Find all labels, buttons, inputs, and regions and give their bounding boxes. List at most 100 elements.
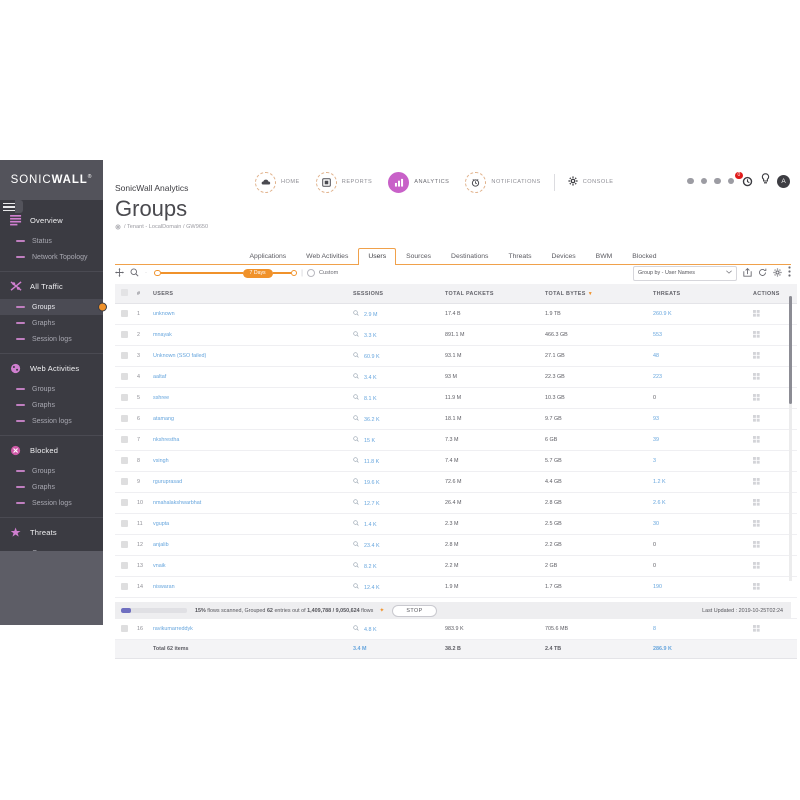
search-icon[interactable] [353,457,359,465]
row-select-cell[interactable] [115,450,137,472]
row-user[interactable]: sshree [153,387,353,409]
search-icon[interactable] [353,583,359,591]
sidebar-subitem-web-session-logs[interactable]: Session logs [0,413,103,429]
row-sessions[interactable]: 2.9 M [353,303,445,325]
tab-web-activities[interactable]: Web Activities [306,253,349,260]
col-threats[interactable]: THREATS [653,284,753,304]
row-threats-value[interactable]: 2.6 K [653,500,666,506]
sidebar-subitem-session-logs[interactable]: Session logs [0,331,103,347]
row-sessions[interactable]: 8.2 K [353,555,445,577]
tab-sources[interactable]: Sources [406,253,432,260]
status-dot-icon[interactable] [687,177,694,185]
row-user[interactable]: unknown [153,303,353,325]
row-user[interactable]: aaltaf [153,366,353,388]
row-actions[interactable] [753,387,797,409]
row-sessions-value[interactable]: 1.4 K [364,522,377,528]
row-user[interactable]: nkshrestha [153,429,353,451]
row-actions[interactable] [753,576,797,598]
row-user-link[interactable]: atamang [153,416,174,422]
row-checkbox[interactable] [121,477,128,485]
sidebar-collapse-handle[interactable] [15,200,23,213]
sidebar-item-overview[interactable]: Overview [0,208,103,233]
row-actions[interactable] [753,492,797,514]
row-sessions-value[interactable]: 23.4 K [364,543,380,549]
tab-blocked[interactable]: Blocked [632,253,657,260]
row-sessions-value[interactable]: 15 K [364,438,376,444]
row-sessions-value[interactable]: 8.1 K [364,396,377,402]
row-user[interactable]: atamang [153,408,353,430]
sidebar-subitem-web-graphs[interactable]: Graphs [0,397,103,413]
row-sessions[interactable]: 11.8 K [353,450,445,472]
search-icon[interactable] [353,625,359,633]
grid-action-icon[interactable] [753,372,760,382]
row-user[interactable]: vgupta [153,513,353,535]
row-sessions[interactable]: 19.6 K [353,471,445,493]
col-total-packets[interactable]: TOTAL PACKETS [445,284,545,304]
row-sessions[interactable]: 36.2 K [353,408,445,430]
table-row[interactable]: 8 vsingh 11.8 K 7.4 M 5.7 GB 3 [115,450,797,472]
row-checkbox[interactable] [121,624,128,632]
time-range-slider[interactable]: 7 Days [154,268,298,278]
nav-reports[interactable]: REPORTS [309,170,379,194]
row-sessions[interactable]: 3.4 K [353,366,445,388]
grid-action-icon[interactable] [753,393,760,403]
row-sessions-value[interactable]: 3.3 K [364,333,377,339]
slider-handle-end[interactable] [290,269,298,277]
row-threats-value[interactable]: 260.9 K [653,311,672,317]
table-row[interactable]: 9 rguruprasad 19.6 K 72.6 M 4.4 GB 1.2 K [115,471,797,493]
row-select-cell[interactable] [115,576,137,598]
table-row[interactable]: 4 aaltaf 3.4 K 93 M 22.3 GB 223 [115,366,797,388]
row-select-cell[interactable] [115,408,137,430]
tab-destinations[interactable]: Destinations [451,253,489,260]
row-threats-value[interactable]: 553 [653,332,662,338]
search-icon[interactable] [353,499,359,507]
search-icon[interactable] [353,310,359,318]
row-checkbox[interactable] [121,414,128,422]
row-sessions[interactable]: 23.4 K [353,534,445,556]
row-threats-value[interactable]: 190 [653,584,662,590]
row-user[interactable]: niswaran [153,576,353,598]
refresh-icon[interactable] [758,264,767,282]
row-sessions-value[interactable]: 60.9 K [364,354,380,360]
export-icon[interactable] [743,264,752,282]
sidebar-item-blocked[interactable]: Blocked [0,438,103,463]
row-threats-value[interactable]: 48 [653,353,659,359]
search-icon[interactable] [353,436,359,444]
col-index[interactable]: # [137,284,153,304]
more-options-icon[interactable] [788,264,791,282]
row-sessions-value[interactable]: 11.8 K [364,459,380,465]
table-row[interactable]: 3 Unknown (SSO failed) 60.9 K 93.1 M 27.1 GB… [115,345,797,367]
row-checkbox[interactable] [121,540,128,548]
row-actions[interactable] [753,555,797,577]
row-checkbox[interactable] [121,435,128,443]
row-user-link[interactable]: aaltaf [153,374,167,380]
row-sessions[interactable]: 12.7 K [353,492,445,514]
row-threats-value[interactable]: 30 [653,521,659,527]
settings-gear-icon[interactable] [773,264,782,282]
sidebar-subitem-status[interactable]: Status [0,233,103,249]
row-select-cell[interactable] [115,429,137,451]
alerts-icon[interactable]: 0 [735,172,754,188]
col-sessions[interactable]: SESSIONS [353,284,445,304]
row-user[interactable]: vsingh [153,450,353,472]
grid-action-icon[interactable] [753,519,760,529]
row-user-link[interactable]: Unknown (SSO failed) [153,353,207,359]
row-user[interactable]: ravikumarreddyk [153,618,353,640]
custom-range-radio[interactable] [306,269,315,277]
grid-action-icon[interactable] [753,477,760,487]
grid-action-icon[interactable] [753,309,760,319]
grid-action-icon[interactable] [753,582,760,592]
row-sessions-value[interactable]: 12.7 K [364,501,380,507]
row-sessions-value[interactable]: 4.8 K [364,627,377,633]
table-row[interactable]: 2 mnayak 3.3 K 891.1 M 466.3 GB 553 [115,324,797,346]
row-select-cell[interactable] [115,534,137,556]
status-dot-icon[interactable] [714,177,721,185]
row-sessions-value[interactable]: 36.2 K [364,417,380,423]
row-user[interactable]: vnaik [153,555,353,577]
row-user[interactable]: Unknown (SSO failed) [153,345,353,367]
row-select-cell[interactable] [115,618,137,640]
row-sessions-value[interactable]: 8.2 K [364,564,377,570]
row-actions[interactable] [753,303,797,325]
